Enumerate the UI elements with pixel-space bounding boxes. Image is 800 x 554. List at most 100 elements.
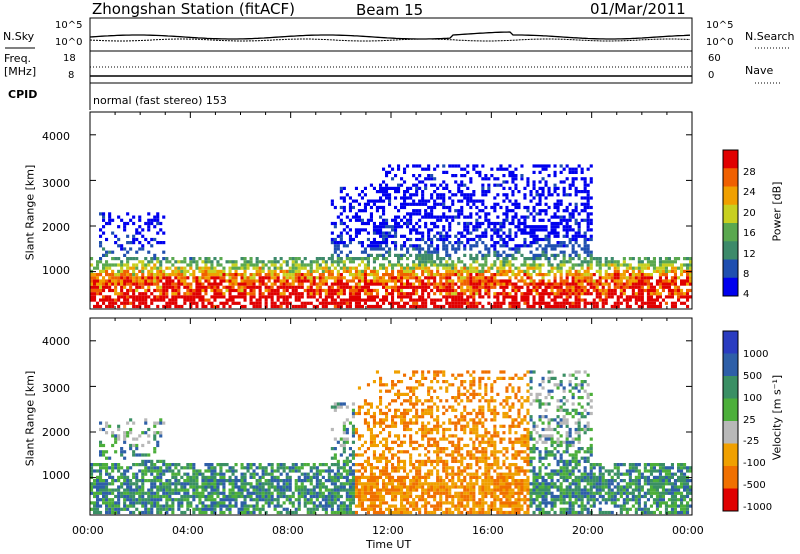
power-cell [231,295,235,299]
velocity-cell [117,475,121,479]
power-cell [454,304,458,309]
power-cell [643,266,647,270]
power-cell [174,260,178,264]
power-cell [619,279,623,283]
power-cell [589,221,593,226]
power-cell [680,288,684,293]
power-cell [348,218,352,222]
power-cell [664,276,668,280]
velocity-cell [270,472,274,476]
power-cell [568,288,572,293]
power-cell [114,282,118,286]
power-cell [183,266,187,270]
power-cell [246,282,250,286]
power-cell [430,253,434,257]
velocity-cell [391,447,395,451]
power-cell [406,237,410,242]
power-cell [412,244,416,248]
power-cell [321,273,325,277]
power-cell [231,260,235,264]
power-cell [379,266,383,270]
velocity-cell [375,485,379,489]
power-cell [532,263,536,267]
power-cell [372,244,376,248]
velocity-cell [141,469,145,473]
velocity-cell [150,469,154,473]
power-cell [487,279,491,283]
power-cell [451,202,455,206]
power-cell [369,212,373,216]
power-cell [421,190,425,194]
power-cell [439,196,443,200]
velocity-cell [391,479,395,483]
velocity-cell [394,469,398,473]
velocity-cell [342,482,346,486]
power-cell [634,285,638,289]
power-cell [454,292,458,296]
power-cell [273,276,277,280]
power-cell [664,285,668,289]
power-cell [415,193,419,197]
power-cell [686,276,690,280]
power-cell [354,276,358,280]
power-cell [445,215,449,219]
power-cell [502,298,506,302]
power-cell [466,276,470,280]
power-cell [439,279,443,283]
velocity-cell [216,504,220,508]
power-cell [348,260,352,264]
power-cell [571,170,575,174]
power-cell [448,241,452,245]
power-cell [105,237,109,242]
velocity-cell [192,498,196,502]
power-cell [553,234,557,238]
power-cell [96,279,100,283]
power-cell [312,282,316,286]
velocity-cell [291,463,295,467]
velocity-cell [309,494,313,499]
power-cell [598,295,602,299]
power-cell [306,269,310,273]
power-cell [385,282,389,286]
power-cell [499,301,503,305]
power-cell [424,199,428,203]
power-cell [321,276,325,280]
power-cell [577,234,581,238]
power-cell [589,257,593,261]
power-cell [333,237,337,242]
velocity-cell [258,488,262,492]
velocity-cell [204,475,208,479]
velocity-cell [267,494,271,499]
velocity-cell [345,418,349,422]
power-cell [580,285,584,289]
velocity-cell [174,485,178,489]
power-cell [680,301,684,305]
power-cell [415,285,419,289]
power-cell [105,273,109,277]
power-cell [400,247,404,251]
power-cell [598,266,602,270]
velocity-cell [267,504,271,508]
power-cell [165,266,169,270]
velocity-cell [315,482,319,486]
power-cell [180,304,184,309]
power-cell [574,177,578,181]
power-cell [619,263,623,267]
power-cell [147,279,151,283]
power-cell [562,263,566,267]
power-cell [192,292,196,296]
power-cell [312,269,316,273]
power-cell [472,288,476,293]
power-cell [562,304,566,309]
velocity-cell [111,498,115,502]
power-cell [276,276,280,280]
velocity-cell [162,504,166,508]
power-cell [342,221,346,226]
power-cell [339,231,343,235]
power-cell [409,276,413,280]
velocity-cell [372,434,376,438]
power-cell [427,244,431,248]
power-cell [415,266,419,270]
velocity-cell [363,494,367,499]
power-cell [487,301,491,305]
